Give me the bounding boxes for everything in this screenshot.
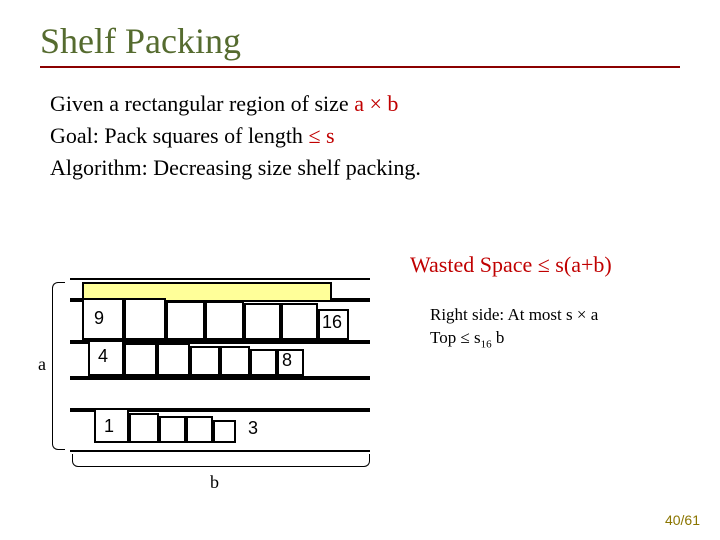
body-text: Given a rectangular region of size a × b… <box>50 88 680 184</box>
line1-pre: Given a rectangular region of size <box>50 91 354 116</box>
wasted-space-text: Wasted Space ≤ s(a+b) <box>410 252 612 278</box>
a-label: a <box>38 354 46 375</box>
slide-title: Shelf Packing <box>40 20 680 62</box>
packed-square <box>124 298 166 340</box>
sidenote2-pre: Top ≤ s <box>430 328 481 347</box>
packed-square <box>281 303 318 340</box>
packed-square <box>244 303 281 340</box>
packed-square <box>220 346 250 376</box>
sidenote2-sub: 16 <box>481 338 492 350</box>
box-number-label: 9 <box>94 308 104 329</box>
box-number-label: 8 <box>282 350 292 371</box>
line2-pre: Goal: Pack squares of length <box>50 123 308 148</box>
box-number-label: 4 <box>98 346 108 367</box>
packed-square <box>129 413 159 443</box>
packed-square <box>205 301 244 340</box>
box-number-label: 1 <box>104 416 114 437</box>
packed-square <box>186 416 213 443</box>
line2-red: ≤ s <box>308 123 334 148</box>
shelf-line <box>70 376 370 412</box>
slide-number: 40/61 <box>665 512 700 528</box>
side-note: Right side: At most s × a Top ≤ s16 b <box>430 304 598 352</box>
packed-square <box>190 346 220 376</box>
title-underline <box>40 66 680 68</box>
packed-square <box>159 416 186 443</box>
line3: Algorithm: Decreasing size shelf packing… <box>50 155 421 180</box>
box-number-label: 3 <box>248 418 258 439</box>
shelf-diagram: 9 16 4 8 1 3 <box>70 278 370 478</box>
packed-square <box>124 343 157 376</box>
packed-square <box>213 420 236 443</box>
packed-square <box>166 301 205 340</box>
packed-square <box>157 343 190 376</box>
packed-square <box>250 349 277 376</box>
sidenote1: Right side: At most s × a <box>430 305 598 324</box>
box-number-label: 16 <box>322 312 342 333</box>
sidenote2-post: b <box>492 328 505 347</box>
bracket-left <box>52 282 65 450</box>
line1-red: a × b <box>354 91 398 116</box>
